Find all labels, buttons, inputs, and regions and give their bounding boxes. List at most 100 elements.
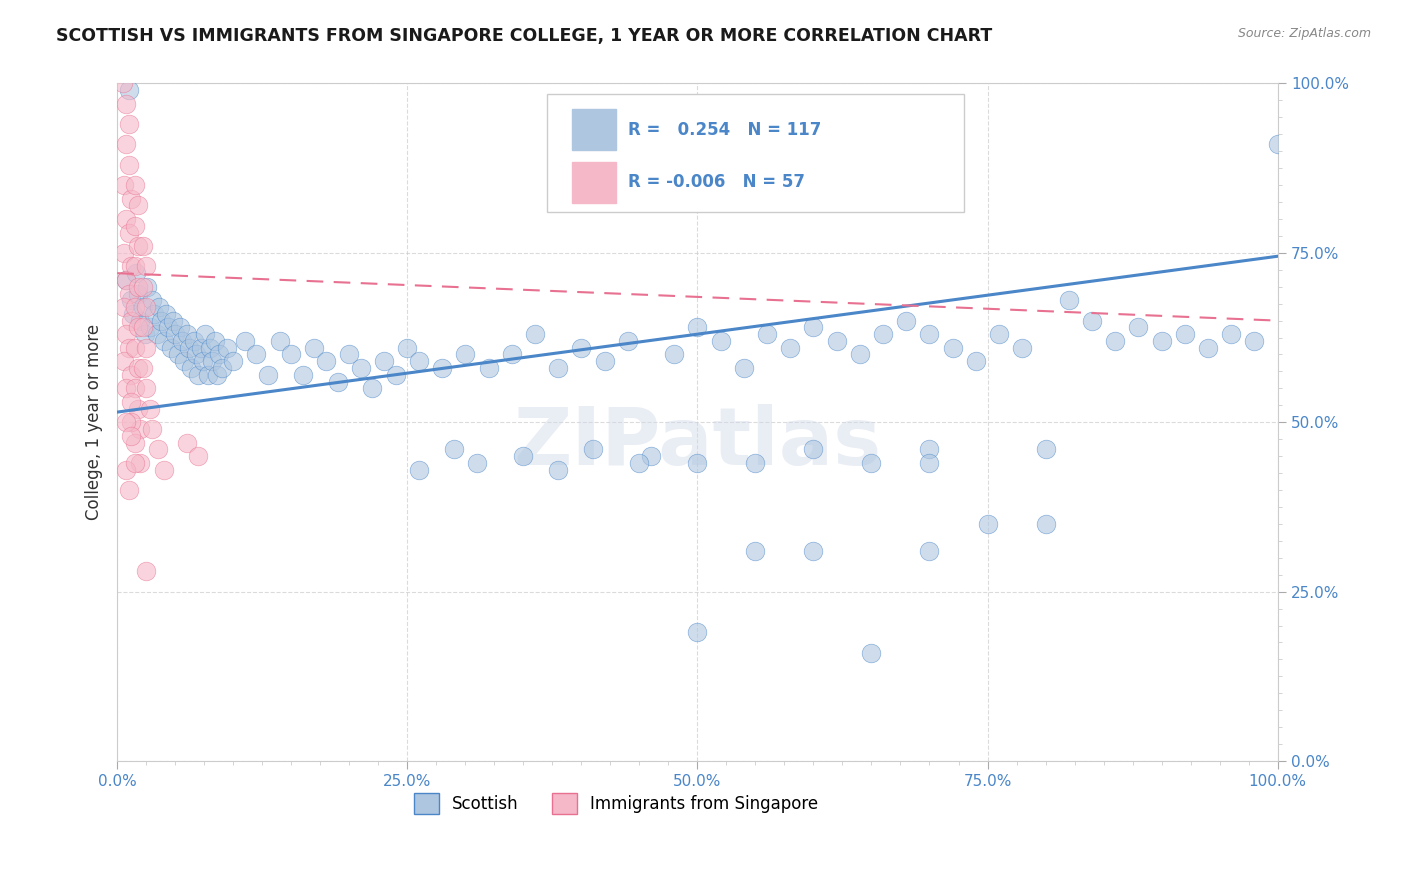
Point bbox=[179, 341, 201, 355]
Point bbox=[118, 341, 141, 355]
Point bbox=[146, 442, 169, 457]
Text: ZIPatlas: ZIPatlas bbox=[513, 403, 882, 482]
Point bbox=[569, 341, 592, 355]
Point bbox=[512, 449, 534, 463]
Point bbox=[860, 646, 883, 660]
Point bbox=[135, 381, 157, 395]
Point bbox=[127, 401, 149, 416]
Point bbox=[115, 381, 138, 395]
Point bbox=[124, 435, 146, 450]
FancyBboxPatch shape bbox=[547, 94, 965, 212]
Point bbox=[350, 361, 373, 376]
Point bbox=[124, 300, 146, 314]
Point bbox=[803, 544, 825, 558]
Point bbox=[138, 320, 160, 334]
Point bbox=[710, 334, 733, 348]
Point bbox=[1150, 334, 1173, 348]
Point bbox=[155, 307, 177, 321]
Point bbox=[269, 334, 291, 348]
Point bbox=[194, 327, 217, 342]
Point bbox=[115, 415, 138, 429]
Point bbox=[1243, 334, 1265, 348]
Point bbox=[1197, 341, 1219, 355]
Point bbox=[127, 239, 149, 253]
Point bbox=[132, 279, 155, 293]
Point bbox=[125, 266, 148, 280]
Point bbox=[135, 565, 157, 579]
Point bbox=[115, 273, 138, 287]
Point bbox=[373, 354, 395, 368]
Point bbox=[201, 354, 224, 368]
Point bbox=[918, 456, 941, 470]
Point bbox=[190, 341, 212, 355]
Point bbox=[617, 334, 640, 348]
Point bbox=[291, 368, 314, 382]
Point bbox=[1220, 327, 1243, 342]
Point bbox=[918, 442, 941, 457]
Point bbox=[124, 178, 146, 192]
Point bbox=[111, 77, 134, 91]
Point bbox=[141, 422, 163, 436]
Point bbox=[159, 341, 181, 355]
Point bbox=[1035, 442, 1057, 457]
Point bbox=[115, 463, 138, 477]
Point bbox=[233, 334, 256, 348]
Point bbox=[124, 456, 146, 470]
Point bbox=[136, 279, 159, 293]
Point bbox=[465, 456, 488, 470]
Point bbox=[304, 341, 326, 355]
Point bbox=[443, 442, 465, 457]
Point bbox=[127, 320, 149, 334]
Point bbox=[120, 260, 142, 274]
Point bbox=[176, 327, 198, 342]
Point bbox=[165, 327, 187, 342]
Point bbox=[211, 361, 233, 376]
Point bbox=[205, 368, 228, 382]
Point bbox=[112, 300, 135, 314]
Point bbox=[501, 347, 523, 361]
Point bbox=[326, 375, 349, 389]
Legend: Scottish, Immigrants from Singapore: Scottish, Immigrants from Singapore bbox=[413, 793, 818, 814]
Point bbox=[127, 286, 149, 301]
Point bbox=[187, 449, 209, 463]
Point bbox=[120, 415, 142, 429]
Point bbox=[173, 354, 195, 368]
Point bbox=[120, 192, 142, 206]
Point bbox=[129, 422, 152, 436]
Point bbox=[744, 456, 766, 470]
Point bbox=[918, 544, 941, 558]
Point bbox=[162, 313, 184, 327]
Point bbox=[1128, 320, 1150, 334]
Point bbox=[1174, 327, 1197, 342]
Point bbox=[112, 178, 135, 192]
Point bbox=[849, 347, 872, 361]
Point bbox=[733, 361, 755, 376]
Point bbox=[118, 286, 141, 301]
Point bbox=[134, 327, 156, 342]
Point bbox=[132, 239, 155, 253]
Point bbox=[132, 361, 155, 376]
Point bbox=[120, 429, 142, 443]
Point bbox=[430, 361, 453, 376]
Point bbox=[115, 327, 138, 342]
Point bbox=[257, 368, 280, 382]
Point bbox=[132, 320, 155, 334]
Point bbox=[115, 211, 138, 226]
Text: SCOTTISH VS IMMIGRANTS FROM SINGAPORE COLLEGE, 1 YEAR OR MORE CORRELATION CHART: SCOTTISH VS IMMIGRANTS FROM SINGAPORE CO… bbox=[56, 27, 993, 45]
Point bbox=[315, 354, 337, 368]
Point bbox=[1104, 334, 1126, 348]
Point bbox=[547, 361, 569, 376]
Point bbox=[222, 354, 245, 368]
Point bbox=[124, 341, 146, 355]
Point bbox=[127, 279, 149, 293]
Point bbox=[115, 273, 138, 287]
Point bbox=[280, 347, 302, 361]
Text: R = -0.006   N = 57: R = -0.006 N = 57 bbox=[628, 173, 804, 191]
Point bbox=[141, 293, 163, 308]
Point bbox=[120, 395, 142, 409]
Point bbox=[112, 245, 135, 260]
Point bbox=[593, 354, 616, 368]
Point bbox=[384, 368, 406, 382]
Point bbox=[132, 300, 155, 314]
Point bbox=[217, 341, 239, 355]
